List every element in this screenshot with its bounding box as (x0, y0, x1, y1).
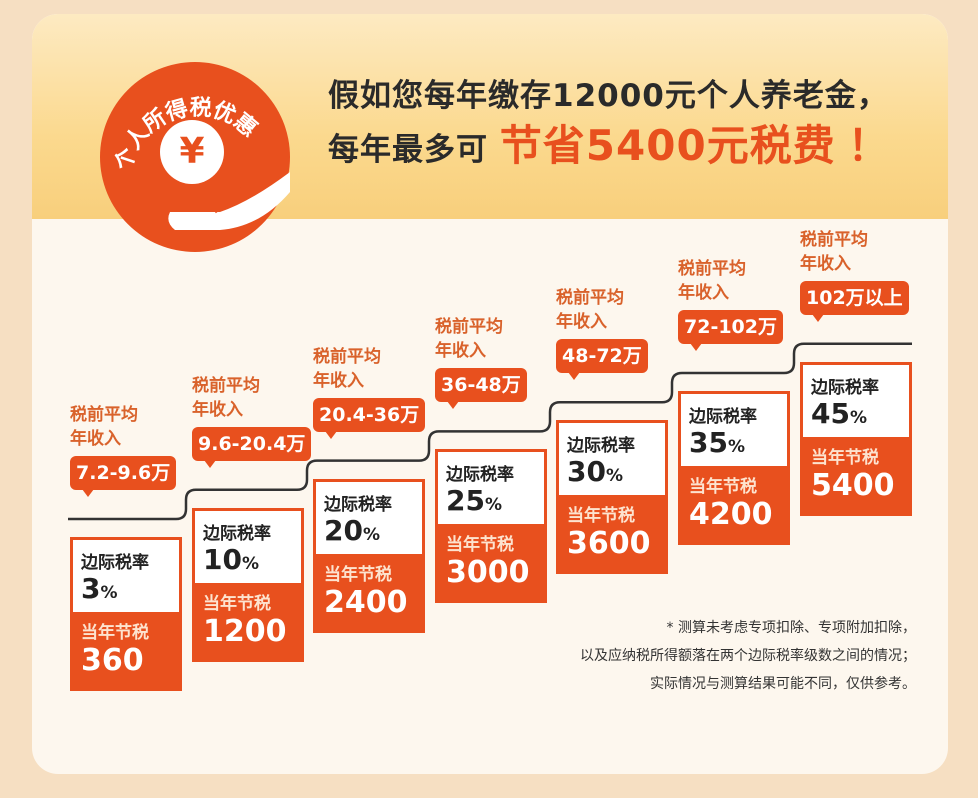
saving-label: 当年节税 (446, 535, 514, 556)
income-label: 税前平均 年收入 (313, 346, 381, 391)
percent-sign: % (100, 583, 118, 603)
headline-highlight: 节省5400元税费 (499, 121, 836, 170)
income-range-bubble: 36-48万 (435, 368, 527, 410)
footnote-line: 实际情况与测算结果可能不同，仅供参考。 (650, 676, 916, 692)
income-label: 税前平均 年收入 (192, 375, 260, 420)
rate-label: 边际税率 (446, 465, 514, 486)
saving-value: 3600 (567, 526, 651, 562)
saving-label: 当年节税 (689, 477, 757, 497)
percent-sign: % (484, 495, 503, 516)
income-range-bubble: 20.4-36万 (313, 397, 426, 439)
tax-card: 边际税率 25% 当年节税 3000 (435, 449, 547, 604)
rate-value: 25 (446, 484, 485, 518)
saving-value: 1200 (203, 613, 287, 649)
rate-value: 35 (689, 426, 728, 459)
yen-coin-icon: ¥ (160, 120, 224, 184)
percent-sign: % (362, 524, 381, 545)
income-label: 税前平均 年收入 (435, 317, 503, 362)
rate-value: 30 (567, 455, 606, 489)
tax-card: 边际税率 30% 当年节税 3600 (556, 420, 668, 575)
percent-sign: % (241, 553, 260, 574)
saving-value: 3000 (446, 555, 530, 591)
tax-card: 边际税率 10% 当年节税 1200 (192, 507, 304, 662)
tax-card: 边际税率 35% 当年节税 4200 (678, 391, 790, 545)
percent-sign: % (605, 466, 624, 487)
rate-value: 10 (203, 542, 242, 576)
income-range-bubble: 72-102万 (678, 310, 783, 351)
income-label: 税前平均 年收入 (70, 405, 138, 449)
rate-value: 3 (81, 572, 101, 605)
rate-value: 45 (811, 396, 850, 430)
income-label: 税前平均 年收入 (556, 288, 624, 333)
saving-value: 4200 (689, 497, 773, 532)
percent-sign: % (727, 437, 746, 457)
income-range-bubble: 9.6-20.4万 (192, 426, 312, 468)
rate-label: 边际税率 (689, 407, 757, 427)
saving-value: 5400 (811, 467, 895, 503)
rate-value: 20 (324, 513, 363, 547)
income-range-bubble: 102万以上 (800, 280, 909, 322)
income-label: 税前平均 年收入 (678, 259, 746, 303)
saving-label: 当年节税 (567, 506, 635, 527)
saving-label: 当年节税 (324, 564, 392, 585)
tax-card: 边际税率 20% 当年节税 2400 (313, 478, 425, 633)
footnote: * 测算未考虑专项扣除、专项附加扣除， 以及应纳税所得额落在两个边际税率级数之间… (580, 614, 916, 698)
headline-line2: 每年最多可 节省5400元税费 ！ (328, 112, 891, 173)
tax-card: 边际税率 3% 当年节税 360 (70, 537, 182, 691)
headline-suffix: ！ (847, 121, 891, 170)
tax-benefit-badge: 个人所得税优惠 ¥ (100, 62, 290, 252)
headline-prefix: 每年最多可 (328, 132, 488, 168)
rate-label: 边际税率 (81, 553, 149, 573)
income-label: 税前平均 年收入 (800, 229, 868, 274)
tax-card: 边际税率 45% 当年节税 5400 (800, 361, 912, 516)
saving-value: 2400 (324, 584, 408, 620)
rate-label: 边际税率 (324, 494, 392, 515)
saving-label: 当年节税 (81, 623, 149, 643)
income-range-bubble: 48-72万 (556, 339, 648, 381)
saving-value: 360 (81, 643, 144, 678)
rate-label: 边际税率 (203, 523, 271, 544)
infographic-panel (32, 14, 948, 774)
hand-icon (168, 172, 290, 230)
income-range-bubble: 7.2-9.6万 (70, 456, 177, 497)
saving-label: 当年节税 (203, 593, 271, 614)
footnote-line: * 测算未考虑专项扣除、专项附加扣除， (666, 620, 916, 636)
percent-sign: % (849, 407, 868, 428)
footnote-line: 以及应纳税所得额落在两个边际税率级数之间的情况； (580, 648, 916, 664)
saving-label: 当年节税 (811, 447, 879, 468)
headline-line1: 假如您每年缴存12000元个人养老金， (328, 78, 889, 114)
rate-label: 边际税率 (567, 436, 635, 457)
rate-label: 边际税率 (811, 377, 879, 398)
